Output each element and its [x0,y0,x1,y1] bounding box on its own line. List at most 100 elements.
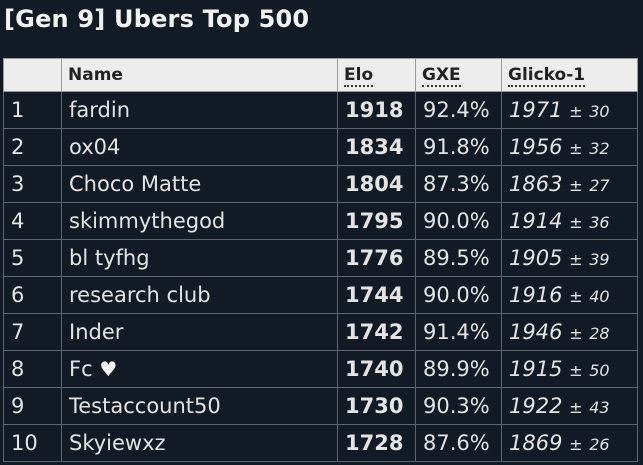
gxe-header-label[interactable]: GXE [422,65,461,87]
glicko-rating: 1863 [509,172,563,196]
glicko-deviation: 50 [589,361,610,380]
glicko-cell: 1869 ± 26 [501,424,638,462]
name-header-label: Name [68,65,123,85]
glicko-rating: 1914 [509,209,563,233]
glicko-deviation: 40 [589,287,610,306]
glicko-cell: 1905 ± 39 [501,239,638,277]
player-name[interactable]: Choco Matte [69,172,202,196]
glicko-cell: 1956 ± 32 [501,128,638,166]
table-row: 1 fardin 1918 92.4% 1971 ± 30 [3,91,638,129]
table-header: Name Elo GXE Glicko-1 [3,58,638,92]
player-name[interactable]: Fc [69,357,93,381]
glicko-deviation: 36 [589,213,610,232]
player-name[interactable]: skimmythegod [69,209,226,233]
rank-cell: 3 [3,165,62,203]
elo-cell: 1776 [337,239,416,277]
glicko-deviation: 32 [589,139,610,158]
player-name[interactable]: research club [69,283,211,307]
gxe-cell: 92.4% [415,91,502,129]
player-name-cell: research club [61,276,338,314]
elo-header-label[interactable]: Elo [344,65,374,87]
glicko-plus-minus: ± [569,435,583,454]
player-name-cell: Skyiewxz [61,424,338,462]
page-title: [Gen 9] Ubers Top 500 [4,5,310,33]
player-name-cell: Choco Matte [61,165,338,203]
glicko-deviation: 28 [589,324,610,343]
table-body: 1 fardin 1918 92.4% 1971 ± 30 2 ox04 1834 91.8% 1… [3,91,638,462]
glicko-rating: 1922 [509,394,563,418]
player-name-cell: bl tyfhg [61,239,338,277]
player-name[interactable]: ox04 [69,135,121,159]
player-name[interactable]: Skyiewxz [69,431,166,455]
gxe-cell: 90.3% [415,387,502,425]
glicko-plus-minus: ± [569,398,583,417]
elo-cell: 1740 [337,350,416,388]
rank-cell: 9 [3,387,62,425]
glicko-deviation: 43 [589,398,610,417]
table-row: 5 bl tyfhg 1776 89.5% 1905 ± 39 [3,239,638,277]
name-column-header: Name [61,58,338,92]
header-row: Name Elo GXE Glicko-1 [3,58,638,92]
ladder-table: Name Elo GXE Glicko-1 1 fardin 1918 92.4% 19… [3,58,638,462]
table-row: 9 Testaccount50 1730 90.3% 1922 ± 43 [3,387,638,425]
glicko-column-header[interactable]: Glicko-1 [501,58,638,92]
gxe-column-header[interactable]: GXE [415,58,502,92]
player-name-cell: Fc ♥ [61,350,338,388]
gxe-cell: 91.8% [415,128,502,166]
rank-cell: 2 [3,128,62,166]
glicko-rating: 1916 [509,283,563,307]
glicko-plus-minus: ± [569,324,583,343]
glicko-rating: 1956 [509,135,563,159]
rank-cell: 8 [3,350,62,388]
elo-column-header[interactable]: Elo [337,58,416,92]
glicko-deviation: 39 [589,250,610,269]
glicko-deviation: 30 [589,102,610,121]
table-row: 8 Fc ♥ 1740 89.9% 1915 ± 50 [3,350,638,388]
elo-cell: 1742 [337,313,416,351]
glicko-rating: 1869 [509,431,563,455]
rank-cell: 6 [3,276,62,314]
gxe-cell: 89.5% [415,239,502,277]
table-row: 4 skimmythegod 1795 90.0% 1914 ± 36 [3,202,638,240]
glicko-header-label[interactable]: Glicko-1 [508,65,586,87]
glicko-plus-minus: ± [569,176,583,195]
glicko-plus-minus: ± [569,250,583,269]
glicko-cell: 1946 ± 28 [501,313,638,351]
glicko-plus-minus: ± [569,361,583,380]
player-name[interactable]: Inder [69,320,124,344]
table-row: 6 research club 1744 90.0% 1916 ± 40 [3,276,638,314]
player-name[interactable]: bl tyfhg [69,246,150,270]
rank-column-header [3,58,62,92]
gxe-cell: 90.0% [415,202,502,240]
glicko-cell: 1922 ± 43 [501,387,638,425]
glicko-cell: 1863 ± 27 [501,165,638,203]
rank-cell: 10 [3,424,62,462]
glicko-plus-minus: ± [569,102,583,121]
gxe-cell: 87.6% [415,424,502,462]
glicko-plus-minus: ± [569,139,583,158]
glicko-cell: 1915 ± 50 [501,350,638,388]
player-name-cell: skimmythegod [61,202,338,240]
player-name[interactable]: Testaccount50 [69,394,221,418]
table-row: 10 Skyiewxz 1728 87.6% 1869 ± 26 [3,424,638,462]
glicko-cell: 1916 ± 40 [501,276,638,314]
player-name-cell: ox04 [61,128,338,166]
heart-icon: ♥ [99,357,118,381]
glicko-cell: 1971 ± 30 [501,91,638,129]
player-name-cell: Inder [61,313,338,351]
elo-cell: 1918 [337,91,416,129]
elo-cell: 1728 [337,424,416,462]
elo-cell: 1730 [337,387,416,425]
gxe-cell: 89.9% [415,350,502,388]
glicko-plus-minus: ± [569,213,583,232]
glicko-deviation: 27 [589,176,610,195]
elo-cell: 1834 [337,128,416,166]
glicko-rating: 1905 [509,246,563,270]
glicko-plus-minus: ± [569,287,583,306]
player-name[interactable]: fardin [69,98,131,122]
gxe-cell: 87.3% [415,165,502,203]
gxe-cell: 91.4% [415,313,502,351]
rank-cell: 7 [3,313,62,351]
glicko-deviation: 26 [589,435,610,454]
player-name-cell: fardin [61,91,338,129]
